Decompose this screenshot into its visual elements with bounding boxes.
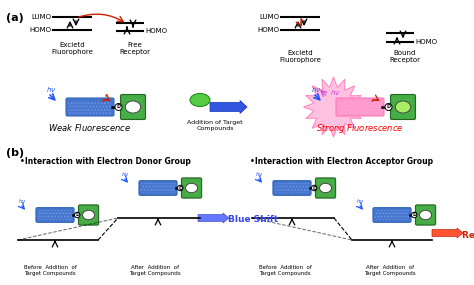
Text: $h\nu$: $h\nu$ [330,88,340,97]
Circle shape [177,185,183,191]
Text: Before  Addition  of
Target Compounds: Before Addition of Target Compounds [258,265,311,276]
Ellipse shape [395,101,410,113]
Text: $h\nu$: $h\nu$ [46,85,56,94]
Text: $\bf{\it{Weak\ Fluorescence}}$: $\bf{\it{Weak\ Fluorescence}}$ [48,122,132,133]
Bar [275,183,309,193]
FancyArrow shape [210,101,247,113]
FancyBboxPatch shape [316,178,336,198]
Circle shape [411,212,417,218]
Polygon shape [303,77,364,137]
FancyBboxPatch shape [336,98,384,116]
Text: Excietd
Fluorophore: Excietd Fluorophore [279,50,321,63]
Text: After  Addition  of
Target Compounds: After Addition of Target Compounds [364,265,416,276]
Bar [81,207,96,223]
FancyBboxPatch shape [36,208,74,222]
FancyArrow shape [198,213,229,223]
Text: LUMO: LUMO [31,14,51,20]
Text: $h\nu$: $h\nu$ [311,85,321,94]
Text: Addition of Target
Compounds: Addition of Target Compounds [187,120,243,131]
Text: •Interaction with Electron Acceptor Group: •Interaction with Electron Acceptor Grou… [250,157,433,166]
FancyBboxPatch shape [391,95,416,119]
Circle shape [115,103,122,111]
Text: (b): (b) [6,148,24,158]
FancyBboxPatch shape [66,98,114,116]
Text: HOMO: HOMO [257,27,279,33]
Text: D: D [75,213,79,217]
FancyArrow shape [432,228,463,238]
Bar [418,207,433,223]
Text: LUMO: LUMO [259,14,279,20]
FancyBboxPatch shape [79,205,99,225]
Text: D: D [412,213,416,217]
Circle shape [74,212,80,218]
Bar [123,97,143,117]
Text: Excietd
Fluorophore: Excietd Fluorophore [51,42,93,55]
Text: D: D [117,105,120,109]
Text: D: D [386,105,391,109]
Bar [318,180,333,196]
Ellipse shape [125,101,141,113]
Text: Free
Receptor: Free Receptor [119,42,151,55]
Text: $h\nu$: $h\nu$ [18,197,27,205]
Text: Before  Addition  of
Target Compounds: Before Addition of Target Compounds [24,265,76,276]
Circle shape [385,103,392,111]
Bar [38,210,72,220]
Text: (a): (a) [6,13,24,23]
Text: HOMO: HOMO [145,28,167,34]
FancyBboxPatch shape [373,208,411,222]
Bar [338,101,382,113]
Text: HOMO: HOMO [415,39,437,45]
Ellipse shape [319,183,331,193]
Text: $h\nu$: $h\nu$ [121,170,129,178]
FancyBboxPatch shape [415,205,436,225]
Circle shape [311,185,317,191]
Text: HOMO: HOMO [29,27,51,33]
Text: Blue Shift: Blue Shift [228,215,278,225]
Ellipse shape [419,210,431,220]
Bar [375,210,409,220]
Bar [69,101,111,113]
Ellipse shape [82,210,94,220]
Ellipse shape [190,93,210,107]
FancyBboxPatch shape [182,178,201,198]
Text: D: D [312,186,316,190]
FancyBboxPatch shape [139,181,177,195]
Bar [184,180,199,196]
FancyBboxPatch shape [273,181,311,195]
Text: $h\nu$: $h\nu$ [356,197,365,205]
FancyBboxPatch shape [120,95,146,119]
Bar [141,183,174,193]
Text: D: D [178,186,182,190]
Text: e: e [105,93,109,98]
Ellipse shape [185,183,198,193]
Text: $h\nu$: $h\nu$ [255,170,264,178]
Text: After  Addition  of
Target Compounds: After Addition of Target Compounds [129,265,181,276]
Text: Red Shift: Red Shift [462,231,474,239]
Text: $\bf{\it{Strong\ Fluorescence}}$: $\bf{\it{Strong\ Fluorescence}}$ [316,122,404,135]
Text: •Interaction with Electron Donor Group: •Interaction with Electron Donor Group [20,157,191,166]
Text: Bound
Receptor: Bound Receptor [390,50,420,63]
Bar [393,97,413,117]
